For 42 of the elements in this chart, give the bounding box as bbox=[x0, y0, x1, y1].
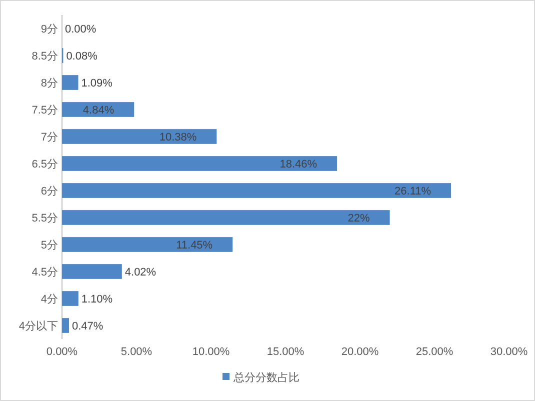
y-tick-label: 7.5分 bbox=[32, 104, 58, 116]
legend-label: 总分分数占比 bbox=[232, 371, 300, 384]
x-tick-label: 0.00% bbox=[46, 346, 78, 358]
data-label: 0.08% bbox=[66, 50, 98, 62]
bar bbox=[62, 183, 452, 198]
data-label: 1.10% bbox=[81, 294, 113, 306]
bar bbox=[62, 102, 134, 117]
x-tick-label: 15.00% bbox=[266, 346, 304, 358]
bar bbox=[62, 210, 390, 225]
y-tick-label: 7分 bbox=[40, 132, 58, 144]
y-tick-label: 9分 bbox=[40, 24, 58, 36]
data-label: 18.46% bbox=[280, 158, 318, 170]
bar bbox=[62, 129, 217, 144]
x-tick-label: 5.00% bbox=[120, 346, 152, 358]
data-label: 11.45% bbox=[176, 240, 213, 252]
y-tick-label: 5.5分 bbox=[32, 212, 58, 224]
data-label: 10.38% bbox=[159, 132, 197, 144]
data-label: 4.84% bbox=[82, 104, 114, 116]
bar bbox=[62, 156, 338, 171]
data-label: 4.02% bbox=[124, 266, 156, 278]
y-tick-label: 4分以下 bbox=[18, 320, 58, 332]
data-label: 22% bbox=[348, 212, 370, 224]
y-tick-label: 4.5分 bbox=[32, 266, 58, 278]
y-tick-label: 6分 bbox=[40, 186, 58, 198]
data-label: 0.47% bbox=[72, 320, 104, 332]
bar bbox=[62, 264, 122, 279]
bar bbox=[62, 237, 233, 252]
x-tick-label: 20.00% bbox=[341, 346, 379, 358]
bar bbox=[62, 291, 78, 306]
bar bbox=[62, 318, 70, 333]
y-tick-label: 4分 bbox=[40, 294, 58, 306]
data-label: 0.00% bbox=[65, 24, 96, 36]
x-tick-label: 10.00% bbox=[192, 346, 230, 358]
bar bbox=[62, 75, 78, 90]
y-tick-label: 8分 bbox=[40, 78, 58, 90]
x-tick-label: 30.00% bbox=[490, 346, 528, 358]
data-label: 26.11% bbox=[394, 186, 432, 198]
x-tick-label: 25.00% bbox=[416, 346, 454, 358]
y-tick-label: 8.5分 bbox=[32, 50, 58, 62]
data-label: 1.09% bbox=[81, 78, 113, 90]
y-tick-label: 5分 bbox=[40, 240, 58, 252]
y-tick-label: 6.5分 bbox=[32, 158, 58, 170]
